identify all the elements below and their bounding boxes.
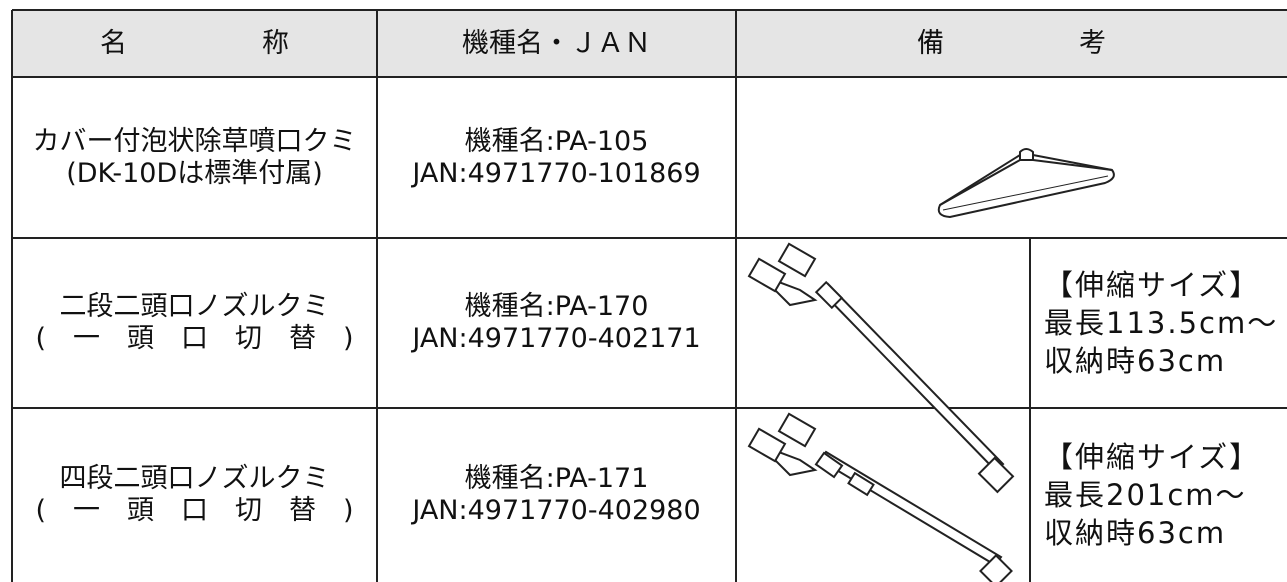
model-text: 機種名:PA-105	[464, 125, 649, 157]
name-cell: カバー付泡状除草噴口クミ (DK-10Dは標準付属)	[12, 77, 377, 238]
model-cell: 機種名:PA-170 JAN:4971770-402171	[377, 238, 736, 408]
model-text: JAN:4971770-402171	[412, 323, 701, 354]
header-text: 名 称	[100, 27, 289, 59]
cover-illustration	[937, 148, 1115, 219]
model-text: 機種名:PA-170	[464, 291, 649, 322]
model-text: 機種名:PA-171	[464, 463, 649, 494]
note-text: 最長201cm～	[1044, 478, 1247, 512]
header-cell: 備 考	[736, 10, 1287, 77]
name-cell: 二段二頭口ノズルクミ( 一 頭 口 切 替 )	[12, 238, 377, 408]
nozzle-illustration	[747, 242, 1015, 494]
name-text: ( 一 頭 口 切 替 )	[35, 323, 354, 354]
model-text: JAN:4971770-101869	[412, 157, 701, 189]
model-cell: 機種名:PA-171 JAN:4971770-402980	[377, 408, 736, 582]
note-text: 収納時63cm	[1044, 344, 1227, 378]
name-text: 四段二頭口ノズルクミ	[59, 463, 330, 494]
model-cell: 機種名:PA-105 JAN:4971770-101869	[377, 77, 736, 238]
note-text: 収納時63cm	[1044, 516, 1227, 550]
name-text: 二段二頭口ノズルクミ	[59, 291, 330, 322]
header-text: 備 考	[917, 27, 1106, 59]
header-cell: 機種名・ＪＡＮ	[377, 10, 736, 77]
name-text: カバー付泡状除草噴口クミ	[32, 125, 357, 157]
note-text: 【伸縮サイズ】	[1044, 440, 1261, 474]
name-text: ( 一 頭 口 切 替 )	[35, 495, 354, 526]
nozzle-illustration	[747, 412, 1013, 582]
note-cell: 【伸縮サイズ】 最長201cm～ 収納時63cm	[1030, 408, 1287, 582]
note-cell: 【伸縮サイズ】 最長113.5cm～ 収納時63cm	[1030, 238, 1287, 408]
note-text: 最長113.5cm～	[1044, 306, 1279, 340]
name-text: (DK-10Dは標準付属)	[66, 157, 323, 189]
name-cell: 四段二頭口ノズルクミ( 一 頭 口 切 替 )	[12, 408, 377, 582]
header-text: 機種名・ＪＡＮ	[462, 27, 651, 59]
model-text: JAN:4971770-402980	[412, 495, 701, 526]
header-cell: 名 称	[12, 10, 377, 77]
note-text: 【伸縮サイズ】	[1044, 268, 1261, 302]
